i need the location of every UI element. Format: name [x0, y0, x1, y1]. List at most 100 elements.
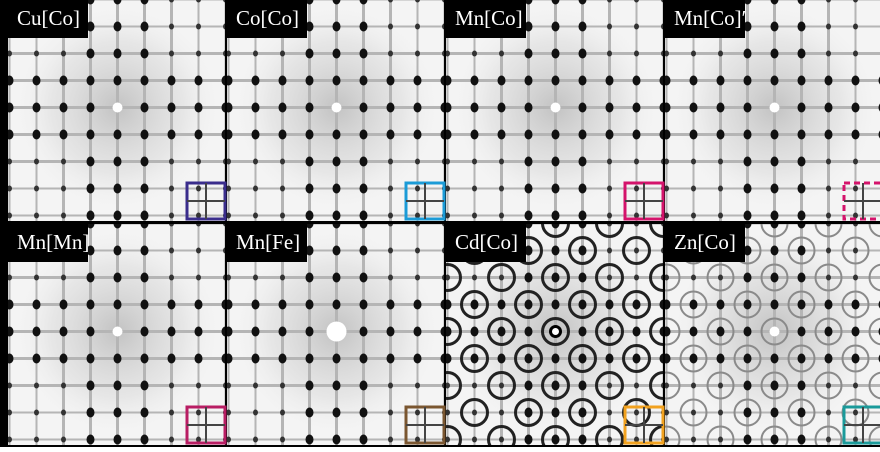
spot — [114, 130, 122, 140]
spot — [525, 76, 533, 86]
spot — [690, 354, 698, 364]
spot — [499, 437, 504, 443]
spot — [471, 76, 479, 86]
spot — [472, 159, 477, 165]
spot — [579, 435, 587, 445]
spot — [253, 275, 258, 281]
spot — [552, 273, 560, 283]
spot — [499, 383, 504, 389]
spot — [634, 159, 639, 165]
spot — [169, 383, 174, 389]
spot — [252, 354, 260, 364]
spot — [333, 435, 341, 445]
spot — [552, 408, 560, 418]
spot — [498, 76, 506, 86]
spot — [718, 275, 723, 281]
spot — [607, 248, 612, 254]
spot — [552, 246, 560, 256]
spot — [771, 435, 779, 445]
spot — [306, 300, 314, 310]
spot — [634, 410, 639, 416]
spot — [33, 300, 41, 310]
spot — [552, 300, 560, 310]
spot — [826, 186, 831, 192]
spot — [360, 76, 368, 86]
spot — [744, 184, 752, 194]
spot — [825, 354, 833, 364]
spot — [87, 273, 95, 283]
spot — [498, 130, 506, 140]
spot — [771, 408, 779, 418]
spot — [87, 184, 95, 194]
center-beam — [770, 103, 780, 113]
spot — [579, 49, 587, 59]
spot — [852, 300, 860, 310]
spot — [388, 51, 393, 57]
center-beam — [551, 327, 561, 337]
spot — [826, 383, 831, 389]
spot — [169, 24, 174, 30]
spot — [61, 186, 66, 192]
spot — [388, 275, 393, 281]
spot — [552, 211, 560, 221]
spot — [195, 300, 203, 310]
spot — [852, 130, 860, 140]
spot — [853, 186, 858, 192]
spot — [718, 437, 723, 443]
spot — [141, 49, 149, 59]
spot — [388, 383, 393, 389]
spot — [825, 103, 833, 113]
spot — [633, 76, 641, 86]
spot — [607, 275, 612, 281]
diffraction-panel: Mn[Fe] — [198, 192, 476, 448]
spot — [388, 24, 393, 30]
spot — [253, 410, 258, 416]
spot — [61, 275, 66, 281]
spot — [607, 186, 612, 192]
spot — [498, 327, 506, 337]
spot — [472, 410, 477, 416]
spot — [552, 184, 560, 194]
spot — [280, 159, 285, 165]
spot — [826, 248, 831, 254]
center-beam — [113, 103, 123, 113]
spot — [852, 76, 860, 86]
spot — [717, 76, 725, 86]
spot — [141, 246, 149, 256]
spot — [853, 24, 858, 30]
spot — [633, 300, 641, 310]
spot — [853, 383, 858, 389]
spot — [114, 381, 122, 391]
center-beam — [770, 327, 780, 337]
spot — [498, 103, 506, 113]
spot — [606, 130, 614, 140]
diffraction-panel: Mn[Co] — [417, 0, 695, 248]
spot — [169, 410, 174, 416]
spot — [853, 51, 858, 57]
spot — [360, 130, 368, 140]
spot — [414, 300, 422, 310]
spot — [471, 327, 479, 337]
spot — [195, 76, 203, 86]
spot — [798, 408, 806, 418]
spot — [771, 49, 779, 59]
spot — [744, 435, 752, 445]
spot — [141, 76, 149, 86]
spot — [798, 381, 806, 391]
spot — [333, 273, 341, 283]
spot — [333, 157, 341, 167]
spot — [717, 103, 725, 113]
spot — [607, 410, 612, 416]
spot — [306, 184, 314, 194]
spot — [279, 103, 287, 113]
spot — [634, 248, 639, 254]
spot — [852, 327, 860, 337]
spot — [472, 275, 477, 281]
spot — [360, 157, 368, 167]
spot — [771, 76, 779, 86]
spot — [718, 186, 723, 192]
spot — [718, 383, 723, 389]
spot — [87, 435, 95, 445]
spot — [61, 213, 66, 219]
spot — [280, 213, 285, 219]
